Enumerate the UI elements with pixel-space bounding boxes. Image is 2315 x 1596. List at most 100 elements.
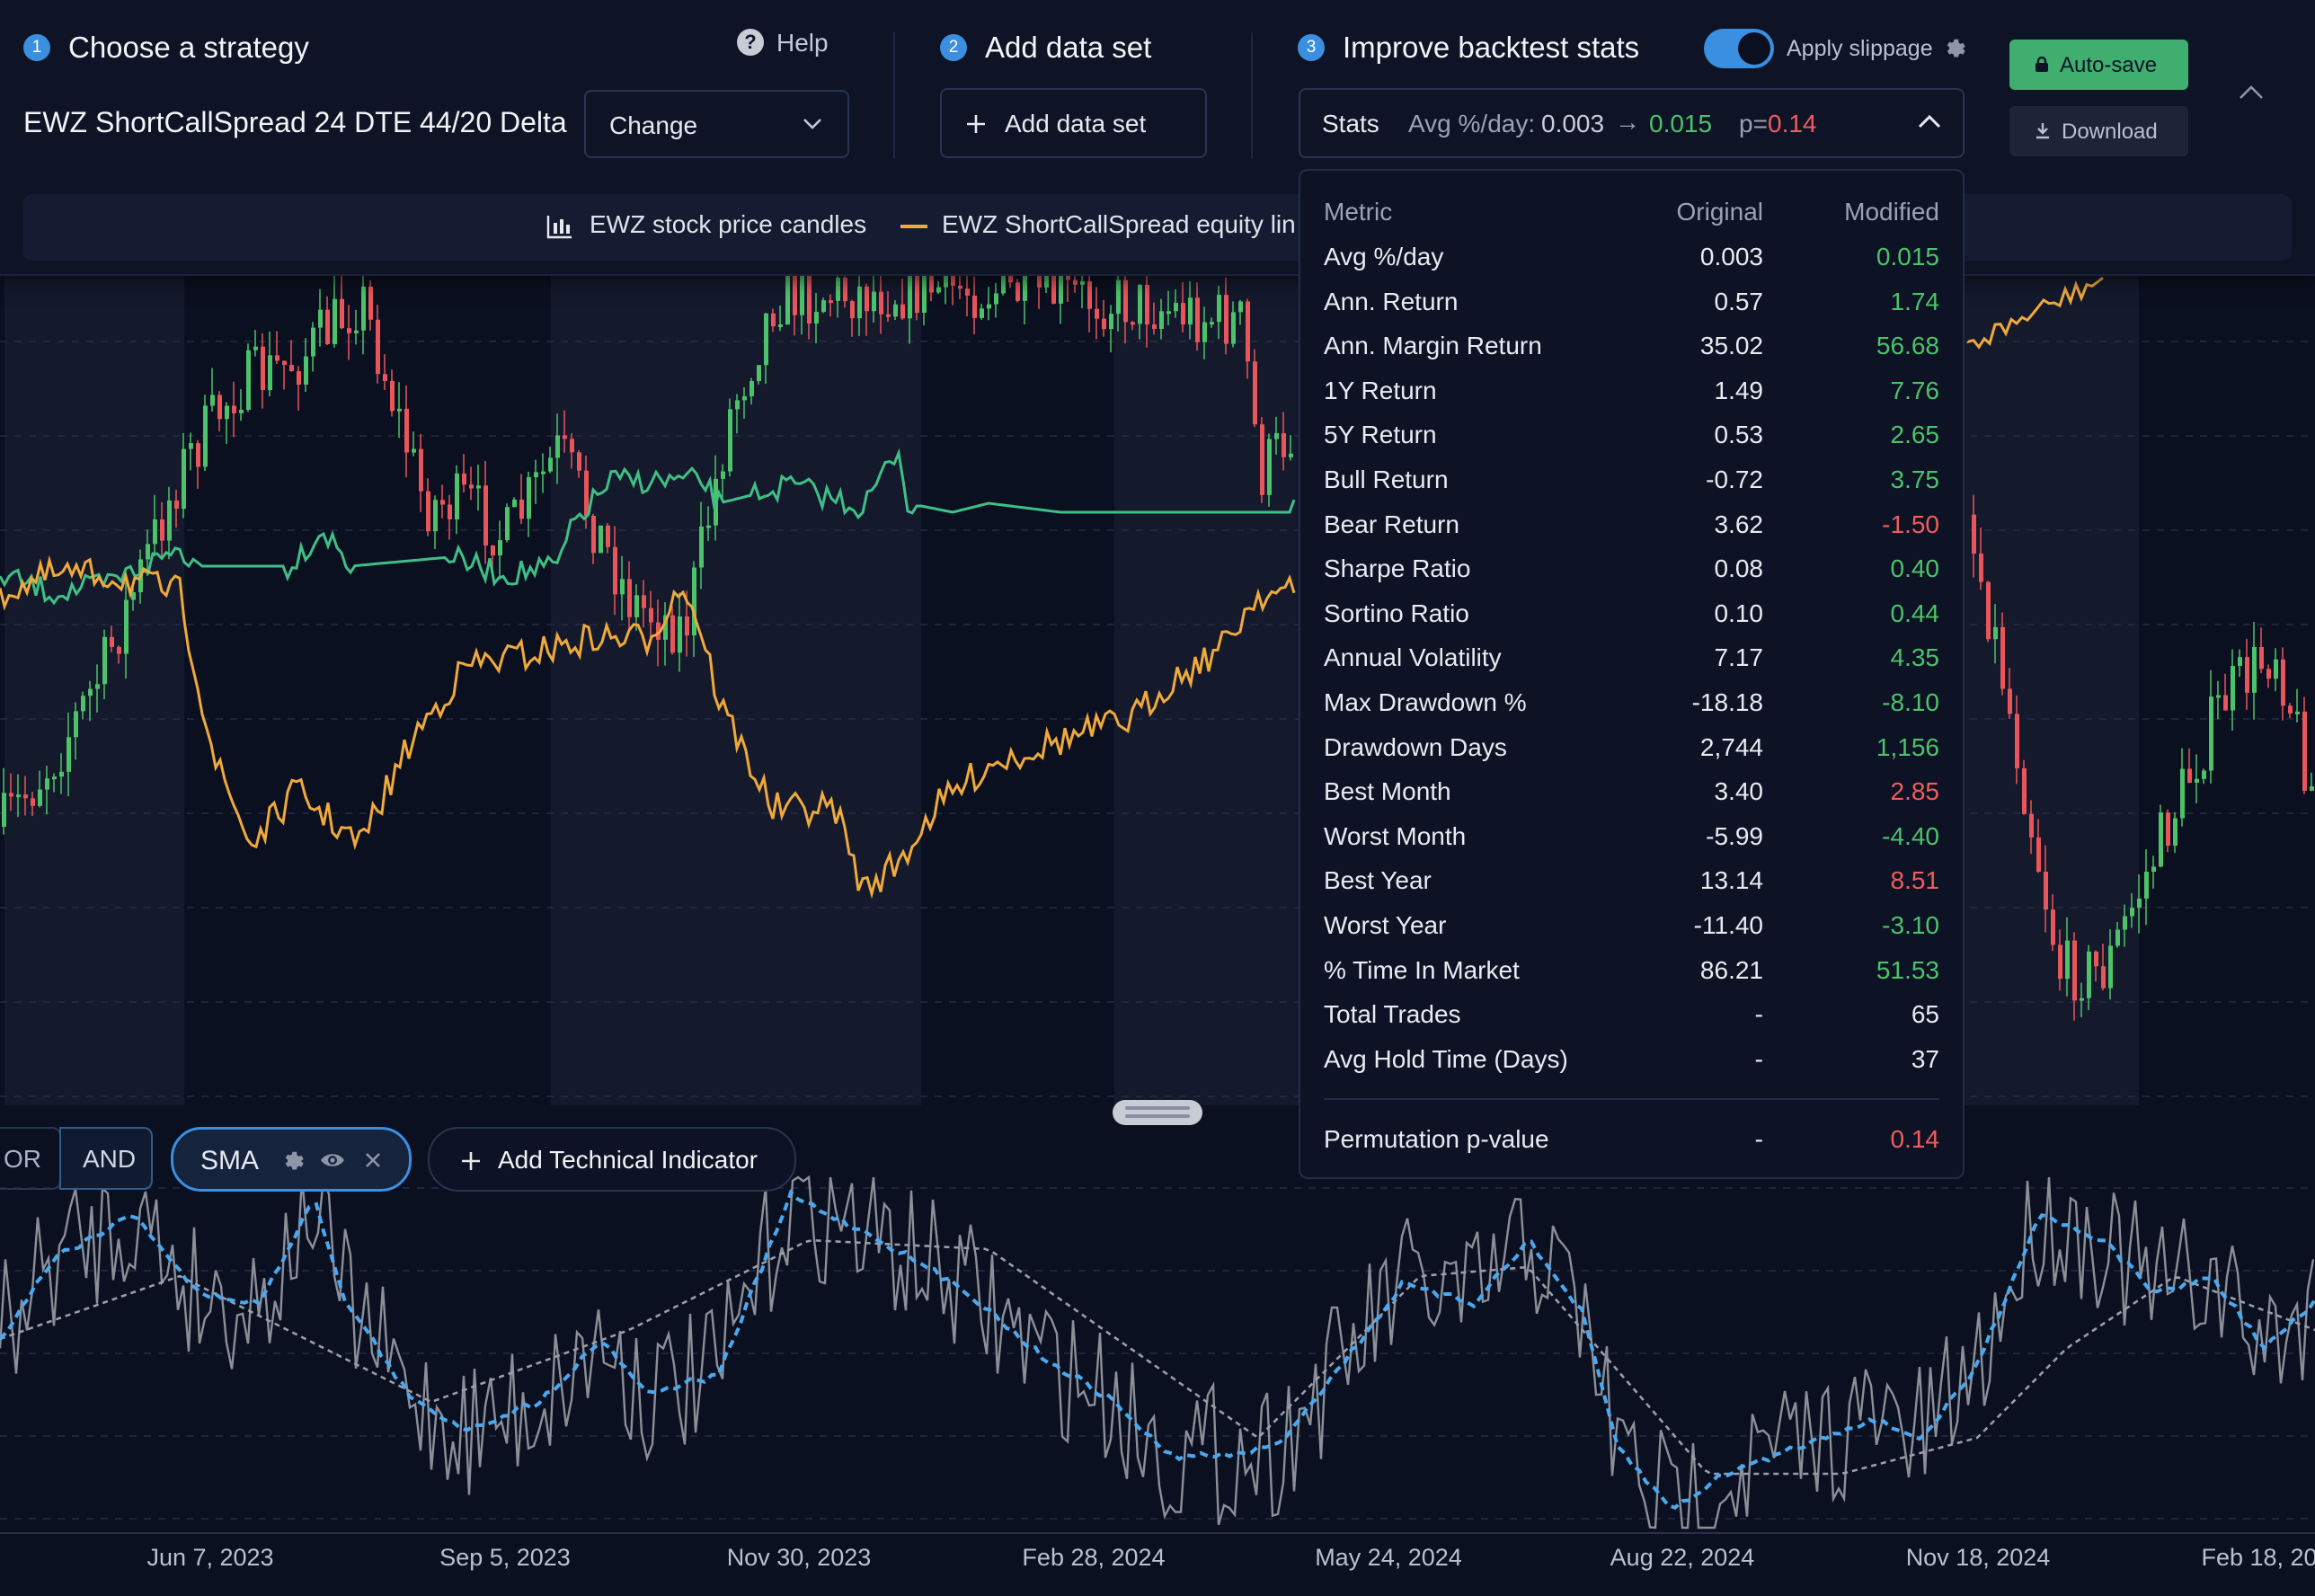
add-data-set-button[interactable]: Add data set (940, 88, 1207, 158)
candle-body (541, 471, 545, 474)
x-axis-date: Nov 18, 2024 (1905, 1544, 2051, 1571)
stats-modified-value: 0.015 (1649, 110, 1713, 137)
candle-body (519, 499, 524, 519)
price-chart[interactable] (0, 270, 2315, 1105)
stat-metric: Drawdown Days (1324, 732, 1507, 761)
stat-original: 0.53 (1714, 421, 1764, 449)
candle-body (2281, 659, 2285, 706)
candle-body (95, 684, 100, 689)
p-prefix: p= (1739, 110, 1768, 137)
change-strategy-select[interactable]: Change (584, 90, 849, 158)
close-icon[interactable] (364, 1151, 382, 1169)
legend-equity-label[interactable]: EWZ ShortCallSpread equity lin (942, 210, 1296, 238)
stat-metric: Bull Return (1324, 466, 1449, 493)
candle-body (182, 448, 186, 510)
stats-metric-label: Avg %/day: (1408, 110, 1536, 137)
candle-body (548, 457, 553, 472)
candle-body (297, 371, 301, 386)
candle-body (778, 324, 783, 328)
indicator-chart[interactable] (0, 1168, 2315, 1537)
stat-original: -18.18 (1691, 688, 1763, 716)
strategy-signal-line (0, 448, 1296, 606)
background-band (750, 270, 921, 1105)
add-technical-indicator-button[interactable]: Add Technical Indicator (428, 1127, 796, 1192)
stat-modified: 51.53 (1876, 955, 1939, 984)
candle-body (2008, 688, 2012, 714)
stat-modified: 1,156 (1876, 732, 1939, 761)
apply-slippage-label: Apply slippage (1787, 36, 1933, 61)
p-value: 0.14 (1768, 110, 1817, 137)
candle-body (1253, 361, 1257, 425)
auto-save-button[interactable]: Auto-save (2009, 40, 2188, 90)
candle-body (829, 300, 833, 304)
candle-body (599, 525, 603, 554)
candle-body (908, 270, 912, 319)
or-toggle[interactable]: OR (0, 1127, 61, 1190)
candle-body (167, 500, 172, 541)
stat-modified: 0.015 (1876, 243, 1939, 270)
candle-body (376, 319, 380, 375)
stats-summary-select[interactable]: Stats Avg %/day: 0.003 → 0.015 p= 0.14 (1299, 88, 1965, 158)
candle-body (555, 435, 560, 458)
stat-modified: 56.68 (1876, 332, 1939, 360)
candle-body (2065, 940, 2070, 980)
candle-body (915, 270, 919, 313)
candle-body (246, 350, 251, 410)
and-toggle[interactable]: AND (59, 1127, 153, 1190)
candle-body (678, 616, 682, 653)
candle-body (1986, 581, 1991, 640)
sma-chip-label: SMA (200, 1146, 260, 1175)
candle-body (2022, 767, 2027, 814)
candle-body (2310, 786, 2314, 791)
candle-body (275, 355, 279, 361)
candle-body (591, 516, 596, 554)
candle-body (1210, 322, 1214, 325)
stat-modified: 0.40 (1890, 554, 1940, 583)
pane-resize-handle[interactable] (1113, 1100, 1202, 1125)
help-button[interactable]: ? Help (737, 27, 836, 59)
background-band (4, 270, 184, 1105)
candle-body (2238, 657, 2242, 667)
candle-body (311, 327, 315, 357)
stat-metric: Best Year (1324, 866, 1432, 895)
collapse-chevron-up-icon[interactable] (2238, 83, 2265, 101)
candle-body (843, 278, 847, 302)
candle-body (491, 545, 495, 556)
candle-body (757, 365, 761, 382)
candle-body (699, 526, 704, 568)
candle-body (2209, 696, 2213, 771)
candle-body (1102, 318, 1106, 330)
candle-body (1224, 295, 1228, 344)
candle-body (1051, 270, 1056, 304)
apply-slippage-toggle[interactable] (1704, 29, 1774, 68)
candle-body (404, 408, 409, 453)
stat-metric: Total Trades (1324, 1000, 1461, 1029)
and-label: AND (83, 1145, 137, 1173)
download-button[interactable]: Download (2009, 106, 2188, 156)
candle-body (412, 448, 416, 453)
candle-body (225, 405, 229, 420)
chevron-down-icon (803, 119, 821, 129)
candle-body (2, 793, 6, 827)
stat-modified: 4.35 (1890, 643, 1940, 672)
strategy-name: EWZ ShortCallSpread 24 DTE 44/20 Delta (23, 106, 567, 138)
candle-body (1066, 274, 1070, 280)
candle-body (16, 794, 21, 798)
stat-metric: Max Drawdown % (1324, 688, 1527, 716)
candle-body (620, 579, 625, 595)
legend-candles-label[interactable]: EWZ stock price candles (590, 210, 867, 238)
gear-icon[interactable] (1943, 36, 1966, 59)
sma-indicator-chip[interactable]: SMA (171, 1127, 412, 1192)
candle-body (980, 308, 984, 318)
candle-body (771, 313, 776, 327)
candle-body (1073, 279, 1078, 285)
stats-row: Drawdown Days 2,744 1,156 (1324, 726, 1939, 771)
eye-icon[interactable] (319, 1149, 346, 1171)
gear-icon[interactable] (281, 1148, 305, 1172)
stats-row: Bear Return 3.62 -1.50 (1324, 503, 1939, 548)
candle-body (117, 646, 121, 654)
candle-body (368, 286, 373, 320)
candle-body (886, 314, 891, 317)
x-axis-date: May 24, 2024 (1315, 1544, 1462, 1571)
candle-body (994, 293, 998, 305)
